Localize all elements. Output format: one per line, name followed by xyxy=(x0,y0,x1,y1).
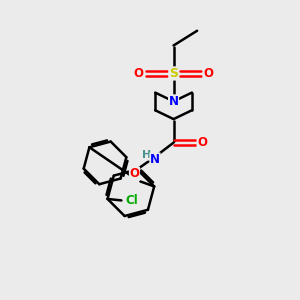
Text: Cl: Cl xyxy=(126,194,138,207)
Text: S: S xyxy=(169,67,178,80)
Text: O: O xyxy=(134,67,144,80)
Text: O: O xyxy=(130,167,140,180)
Text: N: N xyxy=(150,153,160,166)
Text: O: O xyxy=(197,136,207,149)
Text: N: N xyxy=(169,95,178,108)
Text: O: O xyxy=(203,67,213,80)
Text: H: H xyxy=(142,150,152,160)
